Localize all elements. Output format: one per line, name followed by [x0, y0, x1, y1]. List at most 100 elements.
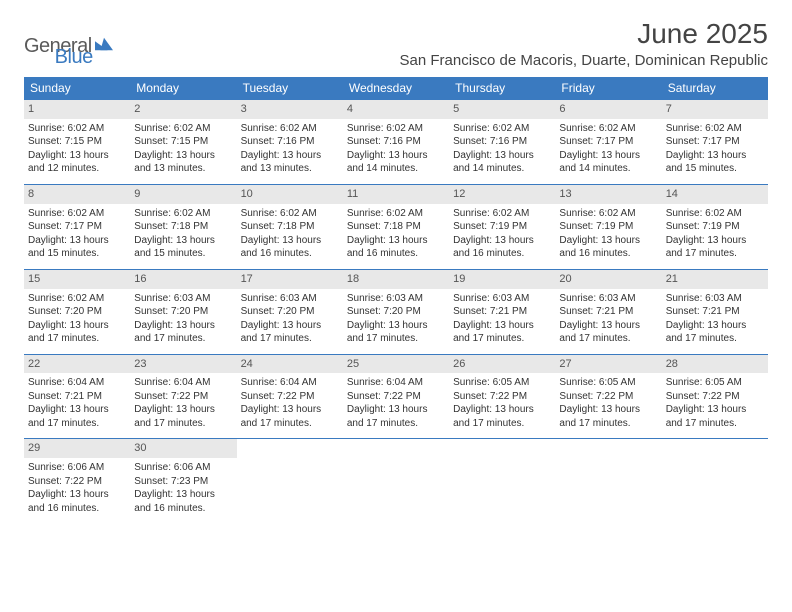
day-cell: 23Sunrise: 6:04 AMSunset: 7:22 PMDayligh… — [130, 354, 236, 439]
daylight-text: Daylight: 13 hours and 15 minutes. — [666, 149, 764, 176]
header: General Blue June 2025 San Francisco de … — [24, 18, 768, 69]
month-title: June 2025 — [400, 18, 769, 50]
sunrise-text: Sunrise: 6:02 AM — [134, 122, 232, 136]
day-cell: 29Sunrise: 6:06 AMSunset: 7:22 PMDayligh… — [24, 439, 130, 523]
day-cell: 26Sunrise: 6:05 AMSunset: 7:22 PMDayligh… — [449, 354, 555, 439]
daylight-text: Daylight: 13 hours and 14 minutes. — [453, 149, 551, 176]
daylight-text: Daylight: 13 hours and 16 minutes. — [241, 234, 339, 261]
day-cell: 9Sunrise: 6:02 AMSunset: 7:18 PMDaylight… — [130, 184, 236, 269]
day-cell: 27Sunrise: 6:05 AMSunset: 7:22 PMDayligh… — [555, 354, 661, 439]
day-cell: 17Sunrise: 6:03 AMSunset: 7:20 PMDayligh… — [237, 269, 343, 354]
day-number: 24 — [237, 355, 343, 374]
day-cell: 20Sunrise: 6:03 AMSunset: 7:21 PMDayligh… — [555, 269, 661, 354]
daylight-text: Daylight: 13 hours and 17 minutes. — [453, 319, 551, 346]
day-cell: 7Sunrise: 6:02 AMSunset: 7:17 PMDaylight… — [662, 100, 768, 185]
sunset-text: Sunset: 7:16 PM — [347, 135, 445, 149]
sunset-text: Sunset: 7:22 PM — [666, 390, 764, 404]
day-number: 3 — [237, 100, 343, 119]
sunset-text: Sunset: 7:17 PM — [666, 135, 764, 149]
sunset-text: Sunset: 7:22 PM — [134, 390, 232, 404]
day-cell: 2Sunrise: 6:02 AMSunset: 7:15 PMDaylight… — [130, 100, 236, 185]
sunrise-text: Sunrise: 6:05 AM — [453, 376, 551, 390]
sunrise-text: Sunrise: 6:02 AM — [28, 292, 126, 306]
day-number: 21 — [662, 270, 768, 289]
day-cell: 30Sunrise: 6:06 AMSunset: 7:23 PMDayligh… — [130, 439, 236, 523]
sunrise-text: Sunrise: 6:03 AM — [666, 292, 764, 306]
day-number: 23 — [130, 355, 236, 374]
sunset-text: Sunset: 7:18 PM — [134, 220, 232, 234]
sunrise-text: Sunrise: 6:02 AM — [559, 122, 657, 136]
daylight-text: Daylight: 13 hours and 14 minutes. — [347, 149, 445, 176]
day-cell: 4Sunrise: 6:02 AMSunset: 7:16 PMDaylight… — [343, 100, 449, 185]
sunrise-text: Sunrise: 6:03 AM — [134, 292, 232, 306]
sunset-text: Sunset: 7:19 PM — [559, 220, 657, 234]
sunrise-text: Sunrise: 6:02 AM — [134, 207, 232, 221]
sunset-text: Sunset: 7:21 PM — [453, 305, 551, 319]
day-cell: 28Sunrise: 6:05 AMSunset: 7:22 PMDayligh… — [662, 354, 768, 439]
day-cell: 10Sunrise: 6:02 AMSunset: 7:18 PMDayligh… — [237, 184, 343, 269]
sunrise-text: Sunrise: 6:04 AM — [134, 376, 232, 390]
week-row: 15Sunrise: 6:02 AMSunset: 7:20 PMDayligh… — [24, 269, 768, 354]
sunrise-text: Sunrise: 6:03 AM — [347, 292, 445, 306]
sunrise-text: Sunrise: 6:02 AM — [559, 207, 657, 221]
daylight-text: Daylight: 13 hours and 17 minutes. — [28, 403, 126, 430]
daylight-text: Daylight: 13 hours and 17 minutes. — [666, 403, 764, 430]
daylight-text: Daylight: 13 hours and 17 minutes. — [559, 319, 657, 346]
daylight-text: Daylight: 13 hours and 17 minutes. — [134, 319, 232, 346]
day-number: 6 — [555, 100, 661, 119]
day-number: 29 — [24, 439, 130, 458]
sunrise-text: Sunrise: 6:02 AM — [666, 207, 764, 221]
sunrise-text: Sunrise: 6:02 AM — [347, 207, 445, 221]
sunset-text: Sunset: 7:21 PM — [559, 305, 657, 319]
sunrise-text: Sunrise: 6:04 AM — [347, 376, 445, 390]
location-subtitle: San Francisco de Macoris, Duarte, Domini… — [400, 52, 769, 69]
day-number: 13 — [555, 185, 661, 204]
daylight-text: Daylight: 13 hours and 16 minutes. — [28, 488, 126, 515]
day-number: 16 — [130, 270, 236, 289]
week-row: 8Sunrise: 6:02 AMSunset: 7:17 PMDaylight… — [24, 184, 768, 269]
daylight-text: Daylight: 13 hours and 17 minutes. — [28, 319, 126, 346]
dow-thursday: Thursday — [449, 77, 555, 100]
sunset-text: Sunset: 7:19 PM — [453, 220, 551, 234]
daylight-text: Daylight: 13 hours and 13 minutes. — [241, 149, 339, 176]
sunset-text: Sunset: 7:20 PM — [347, 305, 445, 319]
calendar-body: 1Sunrise: 6:02 AMSunset: 7:15 PMDaylight… — [24, 100, 768, 524]
daylight-text: Daylight: 13 hours and 17 minutes. — [559, 403, 657, 430]
calendar-table: Sunday Monday Tuesday Wednesday Thursday… — [24, 77, 768, 523]
day-cell: 14Sunrise: 6:02 AMSunset: 7:19 PMDayligh… — [662, 184, 768, 269]
sunrise-text: Sunrise: 6:03 AM — [453, 292, 551, 306]
day-number: 9 — [130, 185, 236, 204]
day-cell: 8Sunrise: 6:02 AMSunset: 7:17 PMDaylight… — [24, 184, 130, 269]
sunrise-text: Sunrise: 6:02 AM — [347, 122, 445, 136]
daylight-text: Daylight: 13 hours and 17 minutes. — [347, 319, 445, 346]
daylight-text: Daylight: 13 hours and 12 minutes. — [28, 149, 126, 176]
sunset-text: Sunset: 7:21 PM — [666, 305, 764, 319]
day-cell — [343, 439, 449, 523]
day-cell: 16Sunrise: 6:03 AMSunset: 7:20 PMDayligh… — [130, 269, 236, 354]
day-cell: 3Sunrise: 6:02 AMSunset: 7:16 PMDaylight… — [237, 100, 343, 185]
daylight-text: Daylight: 13 hours and 15 minutes. — [28, 234, 126, 261]
day-number: 28 — [662, 355, 768, 374]
day-cell: 19 Sunrise: 6:03 AMSunset: 7:21 PMDayligh… — [449, 269, 555, 354]
day-cell: 5Sunrise: 6:02 AMSunset: 7:16 PMDaylight… — [449, 100, 555, 185]
sunset-text: Sunset: 7:18 PM — [241, 220, 339, 234]
sunrise-text: Sunrise: 6:02 AM — [453, 207, 551, 221]
logo-text-blue: Blue — [55, 46, 93, 69]
sunset-text: Sunset: 7:16 PM — [241, 135, 339, 149]
day-number: 27 — [555, 355, 661, 374]
day-number: 19 — [449, 270, 555, 289]
day-number: 10 — [237, 185, 343, 204]
day-number: 30 — [130, 439, 236, 458]
sunrise-text: Sunrise: 6:05 AM — [559, 376, 657, 390]
sunrise-text: Sunrise: 6:04 AM — [28, 376, 126, 390]
dow-wednesday: Wednesday — [343, 77, 449, 100]
sunrise-text: Sunrise: 6:03 AM — [241, 292, 339, 306]
daylight-text: Daylight: 13 hours and 13 minutes. — [134, 149, 232, 176]
day-number: 11 — [343, 185, 449, 204]
sunset-text: Sunset: 7:20 PM — [241, 305, 339, 319]
day-number: 15 — [24, 270, 130, 289]
day-number: 18 — [343, 270, 449, 289]
dow-tuesday: Tuesday — [237, 77, 343, 100]
daylight-text: Daylight: 13 hours and 17 minutes. — [453, 403, 551, 430]
sunrise-text: Sunrise: 6:02 AM — [28, 207, 126, 221]
